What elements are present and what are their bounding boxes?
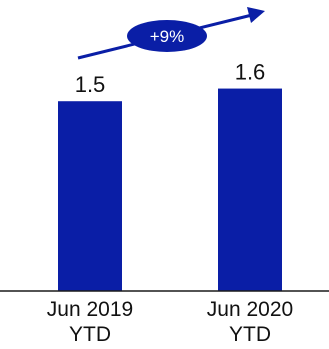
category-label-1-line-1: Jun 2019 <box>47 298 133 321</box>
growth-percentage-label: +9% <box>150 27 185 46</box>
category-label-2-line-2: YTD <box>229 323 271 346</box>
growth-arrow-head <box>247 7 265 23</box>
category-label-2-line-1: Jun 2020 <box>207 298 293 321</box>
growth-annotation: +9% <box>77 7 265 60</box>
bar-2 <box>218 88 282 291</box>
bar-value-label-2: 1.6 <box>235 60 266 85</box>
bars-layer <box>58 88 282 291</box>
category-label-1-line-2: YTD <box>69 323 111 346</box>
growth-badge <box>127 20 207 52</box>
bar-1 <box>58 101 122 291</box>
bar-value-label-1: 1.5 <box>75 72 106 97</box>
